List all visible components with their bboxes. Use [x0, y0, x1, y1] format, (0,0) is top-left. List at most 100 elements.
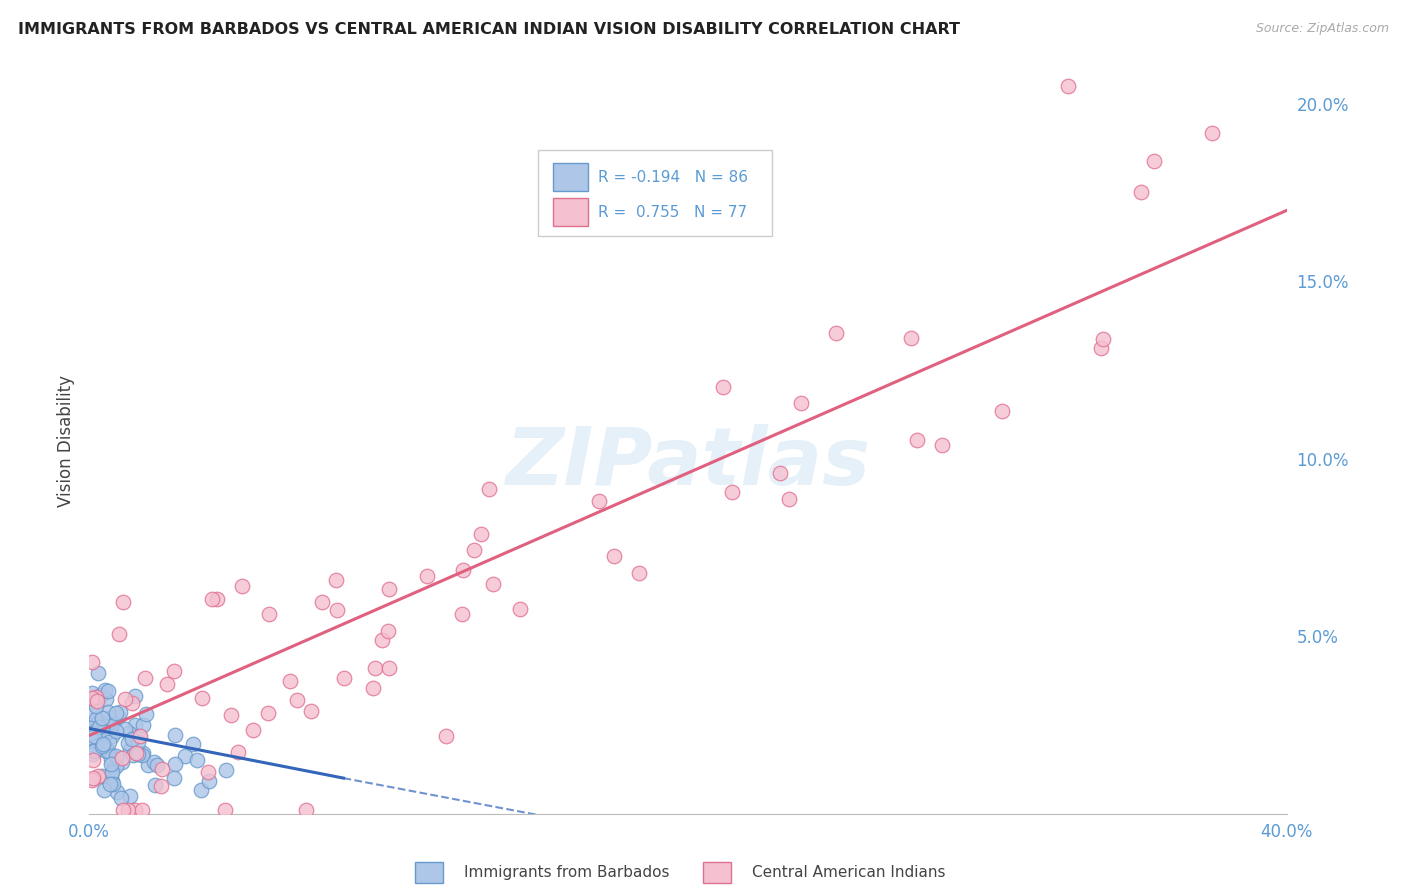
- Point: [100, 756, 122, 771]
- Point: [101, 777, 124, 791]
- Point: [215, 764, 238, 778]
- Point: [104, 758, 127, 772]
- Point: [97, 706, 120, 720]
- Point: [104, 723, 127, 738]
- Point: [363, 681, 385, 696]
- Point: [364, 660, 387, 674]
- Point: [900, 331, 922, 345]
- Point: [120, 789, 142, 804]
- Point: [97, 684, 120, 698]
- Point: [100, 752, 122, 766]
- Point: [103, 715, 125, 730]
- Text: IMMIGRANTS FROM BARBADOS VS CENTRAL AMERICAN INDIAN VISION DISABILITY CORRELATIO: IMMIGRANTS FROM BARBADOS VS CENTRAL AMER…: [18, 22, 960, 37]
- Point: [295, 803, 318, 817]
- FancyBboxPatch shape: [553, 163, 589, 192]
- Point: [80, 772, 103, 787]
- Point: [325, 573, 347, 587]
- Point: [80, 726, 103, 740]
- Point: [163, 771, 186, 785]
- Point: [201, 591, 224, 606]
- Point: [112, 803, 135, 817]
- Point: [377, 624, 399, 638]
- Point: [87, 666, 110, 681]
- Point: [124, 803, 146, 817]
- Point: [110, 790, 132, 805]
- Point: [124, 717, 146, 731]
- Point: [107, 710, 129, 724]
- FancyBboxPatch shape: [553, 198, 589, 227]
- Point: [114, 723, 136, 737]
- Point: [198, 774, 221, 789]
- Point: [83, 729, 105, 743]
- Point: [80, 690, 103, 705]
- Point: [93, 782, 115, 797]
- Point: [79, 731, 101, 745]
- Point: [152, 762, 174, 776]
- Point: [143, 756, 166, 770]
- Point: [82, 752, 104, 766]
- Point: [90, 714, 112, 729]
- Point: [378, 582, 401, 596]
- Point: [463, 542, 485, 557]
- Point: [82, 771, 104, 785]
- Text: R = -0.194   N = 86: R = -0.194 N = 86: [598, 169, 748, 185]
- Point: [101, 729, 124, 743]
- Point: [825, 326, 848, 340]
- Point: [132, 746, 155, 760]
- Point: [156, 677, 179, 691]
- Point: [125, 746, 148, 760]
- Point: [90, 688, 112, 702]
- Point: [100, 714, 122, 728]
- Point: [242, 723, 264, 737]
- Point: [94, 691, 117, 706]
- Point: [83, 743, 105, 757]
- Point: [124, 689, 146, 703]
- Point: [790, 396, 813, 410]
- Point: [778, 491, 800, 506]
- Point: [91, 723, 114, 737]
- Point: [86, 716, 108, 731]
- Point: [720, 484, 742, 499]
- Point: [129, 729, 152, 743]
- Point: [257, 706, 280, 721]
- Point: [146, 758, 169, 772]
- Point: [97, 744, 120, 758]
- Point: [86, 714, 108, 729]
- Point: [127, 735, 149, 749]
- Point: [104, 706, 127, 721]
- Point: [108, 705, 131, 719]
- Point: [377, 661, 399, 675]
- Point: [478, 482, 501, 496]
- Point: [131, 803, 153, 817]
- Point: [82, 747, 104, 761]
- Point: [333, 672, 356, 686]
- Point: [482, 577, 505, 591]
- Point: [110, 751, 132, 765]
- Point: [118, 743, 141, 757]
- Point: [451, 563, 474, 577]
- Point: [121, 696, 143, 710]
- Point: [602, 549, 624, 564]
- Point: [991, 404, 1014, 418]
- Point: [90, 711, 112, 725]
- Point: [98, 711, 121, 725]
- Point: [86, 694, 108, 708]
- Point: [231, 579, 253, 593]
- Point: [107, 627, 129, 641]
- Point: [131, 747, 153, 762]
- Point: [186, 753, 208, 767]
- Point: [83, 744, 105, 758]
- Text: Source: ZipAtlas.com: Source: ZipAtlas.com: [1256, 22, 1389, 36]
- Point: [80, 704, 103, 718]
- Text: R =  0.755   N = 77: R = 0.755 N = 77: [598, 205, 747, 219]
- Point: [190, 691, 212, 706]
- Point: [117, 803, 139, 817]
- Text: ZIPatlas: ZIPatlas: [505, 425, 870, 502]
- Point: [91, 739, 114, 753]
- Point: [197, 765, 219, 780]
- Point: [470, 527, 492, 541]
- Point: [434, 729, 457, 743]
- Point: [100, 768, 122, 782]
- Point: [80, 686, 103, 700]
- Point: [135, 706, 157, 721]
